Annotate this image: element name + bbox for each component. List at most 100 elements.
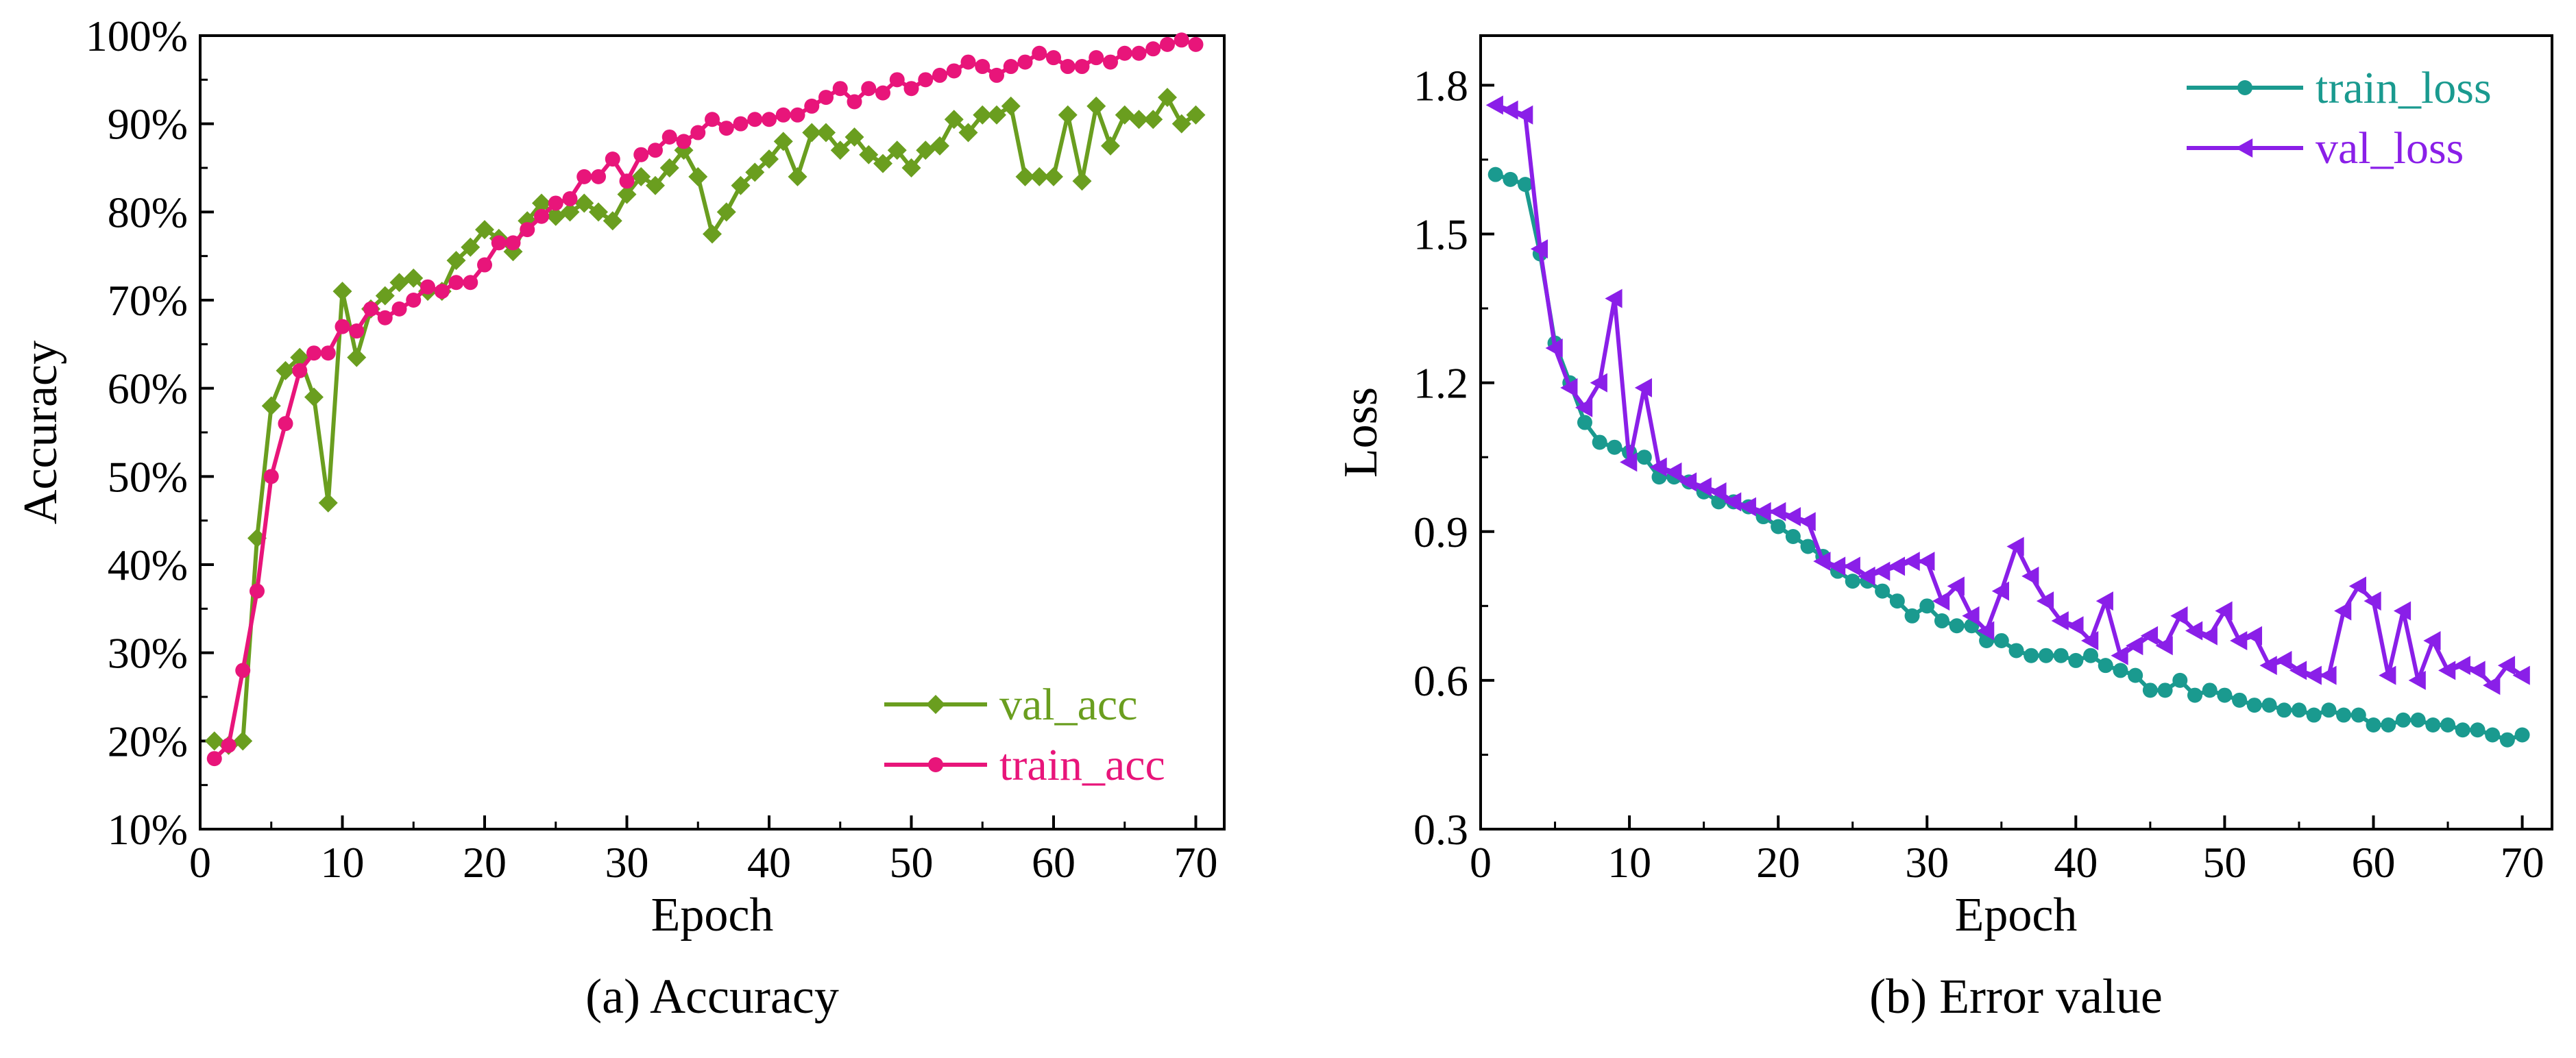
train-acc-point xyxy=(491,235,507,251)
train-loss-point xyxy=(2306,707,2322,723)
val-loss-point xyxy=(2497,656,2516,676)
train-acc-point xyxy=(278,416,293,432)
val-loss-point xyxy=(1947,576,1965,596)
train-acc-point xyxy=(1174,32,1189,48)
train-acc-point xyxy=(420,279,435,295)
train-acc-point xyxy=(1017,54,1033,70)
train-loss-point xyxy=(2350,707,2366,723)
loss-caption-letter: (b) xyxy=(1869,969,1927,1024)
train-loss-point xyxy=(2514,727,2530,743)
val-loss-point xyxy=(2244,626,2263,645)
val-acc-point xyxy=(659,158,679,177)
val-loss-point xyxy=(2438,661,2456,680)
val-loss-point xyxy=(1828,556,1846,576)
train-acc-point xyxy=(648,143,663,158)
val-loss-point xyxy=(2453,656,2470,676)
val-loss-point xyxy=(1664,462,1682,482)
val-acc-point xyxy=(347,347,367,367)
accuracy-x-axis-label: Epoch xyxy=(651,889,774,942)
val-acc-point xyxy=(404,268,424,288)
train-acc-point xyxy=(1074,59,1090,75)
val-loss-point xyxy=(2230,630,2248,650)
val-acc-point xyxy=(475,220,494,240)
val-loss-point xyxy=(1724,492,1742,512)
train-loss-point xyxy=(2366,717,2381,733)
val-acc-point xyxy=(461,237,481,257)
val-acc-point xyxy=(1001,96,1021,116)
train-acc-point xyxy=(661,129,677,145)
train-acc-point xyxy=(1103,54,1118,70)
val-loss-point xyxy=(2140,626,2159,645)
train-loss-point xyxy=(1487,167,1503,182)
accuracy-x-tick-label: 60 xyxy=(1032,838,1076,887)
val-loss-point xyxy=(2334,601,2352,621)
val-acc-point xyxy=(987,105,1006,125)
val-loss-point xyxy=(1902,552,1920,571)
loss-caption: (b) Error value xyxy=(1869,969,2163,1024)
val-loss-point xyxy=(2126,636,2143,656)
val-loss-point xyxy=(1620,452,1638,472)
train-loss-point xyxy=(1785,528,1801,544)
train-acc-point xyxy=(434,284,450,299)
val-loss-point xyxy=(2200,626,2217,645)
train-acc-point xyxy=(960,54,976,70)
val-loss-point xyxy=(2170,606,2188,626)
val-acc-point xyxy=(646,175,665,195)
train-loss-point xyxy=(2098,658,2113,674)
val-acc-point xyxy=(389,273,409,293)
val-loss-point xyxy=(1634,378,1652,397)
accuracy-caption-letter: (a) xyxy=(585,969,640,1024)
train-acc-point xyxy=(1089,50,1104,66)
val-acc-point xyxy=(1086,96,1106,116)
train-loss-point xyxy=(2395,712,2411,728)
train-acc-point xyxy=(975,59,991,75)
val-acc-point xyxy=(1115,105,1134,125)
val-loss-point xyxy=(2081,630,2099,650)
val-acc-point xyxy=(318,493,338,513)
val-loss-point xyxy=(1679,472,1697,492)
val-acc-point xyxy=(304,387,324,407)
train-loss-point xyxy=(2008,643,2024,659)
val-acc-point xyxy=(760,149,779,169)
legend-train-loss-marker xyxy=(2237,80,2252,95)
train-acc-point xyxy=(747,112,763,127)
train-acc-point xyxy=(448,275,464,291)
val-loss-point xyxy=(2006,537,2024,556)
val-loss-point xyxy=(1590,373,1607,393)
loss-x-tick-label: 10 xyxy=(1607,838,1651,887)
val-loss-point xyxy=(1516,105,1533,125)
val-loss-point xyxy=(1500,100,1518,120)
accuracy-y-axis-label: Accuracy xyxy=(14,341,67,524)
val-loss-point xyxy=(2408,670,2426,690)
val-acc-point xyxy=(873,153,892,173)
train-loss-point xyxy=(1875,583,1891,599)
val-acc-point xyxy=(930,136,949,156)
loss-y-tick-label: 1.5 xyxy=(1413,210,1468,259)
train-loss-point xyxy=(2142,682,2158,698)
loss-y-tick-label: 1.8 xyxy=(1413,61,1468,110)
val-loss-point xyxy=(2185,621,2203,641)
val-loss-point xyxy=(2111,645,2128,665)
val-loss-point xyxy=(1694,477,1712,497)
val-loss-point xyxy=(1798,512,1816,532)
val-loss-point xyxy=(1649,457,1667,477)
train-acc-point xyxy=(505,235,521,251)
accuracy-y-tick-label: 50% xyxy=(108,452,188,501)
train-loss-point xyxy=(1607,439,1623,455)
train-loss-point xyxy=(1518,177,1533,193)
train-loss-point xyxy=(1845,574,1860,589)
val-loss-point xyxy=(1962,606,1980,626)
train-acc-point xyxy=(363,301,378,317)
val-loss-point xyxy=(2259,656,2277,676)
legend-train-acc-label: train_acc xyxy=(999,740,1165,790)
val-acc-point xyxy=(603,211,622,231)
val-acc-point xyxy=(276,360,295,380)
train-loss-point xyxy=(1919,598,1935,614)
val-acc-point xyxy=(802,123,822,143)
val-loss-point xyxy=(1813,552,1831,571)
train-loss-point xyxy=(2246,698,2262,713)
train-acc-point xyxy=(591,169,606,184)
val-acc-series-line xyxy=(213,95,1198,748)
val-acc-point xyxy=(532,193,551,213)
val-loss-point xyxy=(2051,611,2069,631)
